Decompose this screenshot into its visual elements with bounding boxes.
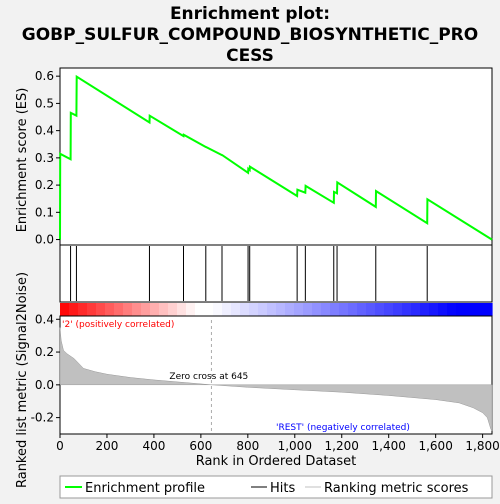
color-bar-segment: [474, 303, 484, 316]
color-bar-segment: [366, 303, 376, 316]
color-bar-segment: [96, 303, 106, 316]
ranked-list-color-bar: [60, 303, 493, 316]
es-ytick-label: 0.6: [35, 69, 54, 83]
es-ytick-label: 0.4: [35, 124, 54, 138]
color-bar-segment: [285, 303, 295, 316]
color-bar-segment: [177, 303, 187, 316]
color-bar-segment: [105, 303, 115, 316]
color-bar-segment: [447, 303, 457, 316]
color-bar-segment: [204, 303, 214, 316]
xtick-label: 1,000: [278, 439, 312, 453]
color-bar-segment: [384, 303, 394, 316]
color-bar-segment: [420, 303, 430, 316]
xtick-label: 200: [96, 439, 119, 453]
es-ytick-label: 0.5: [35, 96, 54, 110]
color-bar-segment: [159, 303, 169, 316]
es-ytick-label: 0.0: [35, 233, 54, 247]
color-bar-segment: [393, 303, 403, 316]
es-ytick-label: 0.3: [35, 151, 54, 165]
xtick-label: 800: [236, 439, 259, 453]
color-bar-segment: [240, 303, 250, 316]
color-bar-segment: [87, 303, 97, 316]
color-bar-segment: [123, 303, 133, 316]
zero-cross-label: Zero cross at 645: [169, 372, 248, 382]
color-bar-segment: [78, 303, 88, 316]
color-bar-segment: [168, 303, 178, 316]
color-bar-segment: [114, 303, 124, 316]
color-bar-segment: [294, 303, 304, 316]
color-bar-segment: [69, 303, 79, 316]
color-bar-segment: [375, 303, 385, 316]
xtick-label: 0: [56, 439, 64, 453]
color-bar-segment: [150, 303, 160, 316]
legend-metric-label: Ranking metric scores: [324, 481, 469, 496]
xtick-label: 1,200: [325, 439, 359, 453]
xtick-label: 1,600: [418, 439, 452, 453]
es-yticks: 0.0 0.1 0.2 0.3 0.4 0.5 0.6: [35, 69, 60, 246]
metric-yticks: -0.2 0.0 0.2 0.4: [31, 312, 60, 424]
chart-title-line-2: GOBP_SULFUR_COMPOUND_BIOSYNTHETIC_PRO: [22, 25, 478, 45]
metric-ytick-label: 0.0: [35, 378, 54, 392]
color-bar-segment: [321, 303, 331, 316]
color-bar-segment: [402, 303, 412, 316]
legend-profile-label: Enrichment profile: [85, 481, 205, 496]
bottom-panel-frame: [60, 316, 492, 434]
color-bar-segment: [258, 303, 268, 316]
xtick-label: 1,800: [465, 439, 499, 453]
color-bar-segment: [195, 303, 205, 316]
es-ytick-label: 0.1: [35, 205, 54, 219]
color-bar-segment: [330, 303, 340, 316]
color-bar-segment: [249, 303, 259, 316]
color-bar-segment: [141, 303, 151, 316]
color-bar-segment: [231, 303, 241, 316]
color-bar-segment: [276, 303, 286, 316]
color-bar-segment: [303, 303, 313, 316]
color-bar-segment: [267, 303, 277, 316]
color-bar-segment: [339, 303, 349, 316]
chart-title-line-3: CESS: [226, 46, 274, 66]
color-bar-segment: [357, 303, 367, 316]
es-ytick-label: 0.2: [35, 178, 54, 192]
metric-xticks: 0 200 400 600 800 1,000 1,200 1,400 1,600 1,800: [56, 434, 500, 453]
metric-ytick-label: -0.2: [31, 411, 54, 425]
x-axis-label: Rank in Ordered Dataset: [196, 454, 357, 469]
color-bar-segment: [348, 303, 358, 316]
color-bar-segment: [429, 303, 439, 316]
color-bar-segment: [213, 303, 223, 316]
color-bar-segment: [132, 303, 142, 316]
color-bar-segment: [483, 303, 493, 316]
negative-correlation-label: 'REST' (negatively correlated): [276, 423, 410, 433]
chart-title-line-1: Enrichment plot:: [170, 4, 330, 24]
positive-correlation-label: '2' (positively correlated): [62, 320, 174, 330]
xtick-label: 600: [189, 439, 212, 453]
es-y-axis-label: Enrichment score (ES): [15, 88, 30, 233]
metric-ytick-label: 0.4: [35, 312, 54, 326]
color-bar-segment: [411, 303, 421, 316]
color-bar-segment: [456, 303, 466, 316]
color-bar-segment: [438, 303, 448, 316]
legend-hits-label: Hits: [270, 481, 295, 496]
xtick-label: 1,400: [372, 439, 406, 453]
color-bar-segment: [465, 303, 475, 316]
color-bar-segment: [60, 303, 70, 316]
color-bar-segment: [186, 303, 196, 316]
metric-y-axis-label: Ranked list metric (Signal2Noise): [15, 272, 30, 488]
color-bar-segment: [222, 303, 232, 316]
color-bar-segment: [312, 303, 322, 316]
xtick-label: 400: [142, 439, 165, 453]
metric-ytick-label: 0.2: [35, 345, 54, 359]
